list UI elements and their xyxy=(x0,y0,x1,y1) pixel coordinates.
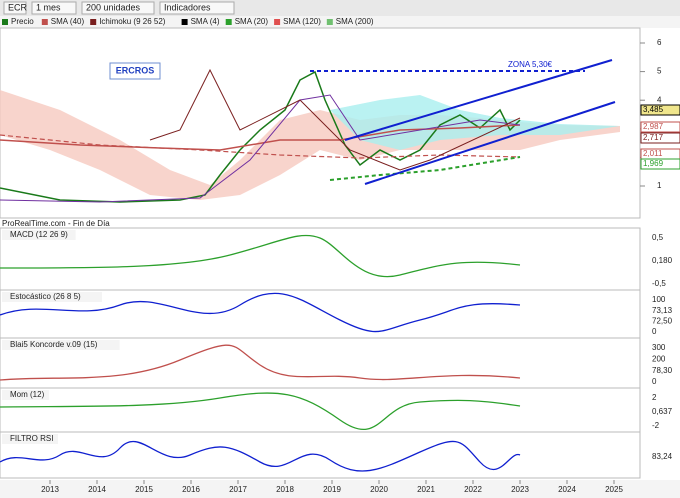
year-label: 2014 xyxy=(88,485,106,494)
panel-title: MACD (12 26 9) xyxy=(10,230,68,239)
channel-low xyxy=(364,101,616,185)
indicator-curve xyxy=(0,392,521,431)
toolbar-button[interactable] xyxy=(31,1,77,15)
legend-swatch xyxy=(2,19,8,25)
axis-label: 0,5 xyxy=(652,233,664,242)
axis-label: 300 xyxy=(652,343,666,352)
badge: ERCROS xyxy=(116,65,155,75)
sma-120 xyxy=(0,124,521,151)
legend-swatch xyxy=(225,19,232,25)
year-label: 2016 xyxy=(182,485,200,494)
indicator-panel xyxy=(0,289,641,339)
panel-title: FILTRO RSI xyxy=(10,434,53,443)
axis-label: 78,30 xyxy=(652,366,673,375)
axis-label: 0 xyxy=(652,327,657,336)
year-label: 2019 xyxy=(323,485,341,494)
indicator-curve xyxy=(0,234,521,278)
legend-swatch xyxy=(90,19,97,25)
price-tag xyxy=(640,132,680,144)
year-label: 2020 xyxy=(370,485,388,494)
axis-label: 83,24 xyxy=(652,452,673,461)
axis-label: 100 xyxy=(652,295,666,304)
indicator-panel xyxy=(0,387,641,433)
indicator-panel xyxy=(0,227,641,291)
support xyxy=(329,156,521,181)
zone-label: ZONA 5,30€ xyxy=(508,60,553,69)
toolbar-button[interactable] xyxy=(81,1,155,15)
panel-title: Estocástico (26 8 5) xyxy=(10,292,81,301)
legend-entry: SMA (200) xyxy=(336,17,374,26)
x-axis xyxy=(0,480,680,498)
year-label: 2024 xyxy=(558,485,576,494)
year-label: 2017 xyxy=(229,485,247,494)
legend-swatch xyxy=(41,19,48,25)
legend-swatch xyxy=(326,19,333,25)
price-tag-label: 2,717 xyxy=(643,133,664,142)
legend-entry: SMA (120) xyxy=(283,17,321,26)
panel-label-bg xyxy=(2,230,76,240)
badge-box xyxy=(109,62,161,80)
year-label: 2013 xyxy=(41,485,59,494)
cloud-green xyxy=(330,95,620,150)
price-tag xyxy=(640,121,680,133)
axis-label: 73,13 xyxy=(652,306,673,315)
axis-label: 1 xyxy=(657,181,662,190)
price-tag-label: 2,987 xyxy=(643,122,664,131)
axis-label: 0,180 xyxy=(652,256,673,265)
indicator-curve xyxy=(0,344,521,381)
axis-label: -2 xyxy=(652,421,660,430)
price-tag xyxy=(640,158,680,170)
sma-40 xyxy=(0,94,521,203)
legend-entry: Ichimoku (9 26 52) xyxy=(99,17,166,26)
axis-label: 5 xyxy=(657,67,662,76)
price-tag-label: 2,011 xyxy=(643,149,663,158)
year-label: 2022 xyxy=(464,485,482,494)
legend-entry: SMA (40) xyxy=(51,17,85,26)
axis-label: -0,5 xyxy=(652,279,666,288)
panel-title: Blai5 Koncorde v.09 (15) xyxy=(10,340,98,349)
price-tag-label: 1,969 xyxy=(643,159,664,168)
legend-swatch xyxy=(274,19,281,25)
panel-label-bg xyxy=(2,292,102,302)
panel-label-bg xyxy=(2,340,120,350)
axis-label: 72,50 xyxy=(652,316,673,325)
panel-title: Mom (12) xyxy=(10,390,45,399)
panel-label-bg xyxy=(2,434,58,444)
indicator-curve xyxy=(0,440,521,472)
year-label: 2021 xyxy=(417,485,435,494)
legend-entry: Precio xyxy=(11,17,34,26)
toolbar-button[interactable] xyxy=(159,1,235,15)
axis-label: 2 xyxy=(652,393,657,402)
legend-entry: SMA (20) xyxy=(235,17,269,26)
toolbar-label[interactable]: Indicadores xyxy=(164,2,211,12)
ichimoku-lag xyxy=(149,68,521,171)
price-tag-label: 3,485 xyxy=(643,105,664,114)
legend-entry: SMA (4) xyxy=(191,17,220,26)
year-label: 2023 xyxy=(511,485,529,494)
source: ProRealTime.com - Fin de Día xyxy=(2,219,110,228)
toolbar-button[interactable] xyxy=(3,1,27,15)
price-tag xyxy=(640,104,680,116)
axis-label: 0 xyxy=(652,377,657,386)
toolbar-label[interactable]: 200 unidades xyxy=(86,2,141,12)
legend-bar xyxy=(0,16,680,28)
year-label: 2018 xyxy=(276,485,294,494)
legend-swatch xyxy=(181,19,188,25)
axis-label: 0,637 xyxy=(652,407,673,416)
panel-label-bg xyxy=(2,390,50,400)
channel-high xyxy=(344,59,613,141)
price xyxy=(0,70,521,203)
axis-label: 200 xyxy=(652,354,666,363)
axis-label: 6 xyxy=(657,38,662,47)
indicator-curve xyxy=(0,292,521,333)
year-label: 2025 xyxy=(605,485,623,494)
year-label: 2015 xyxy=(135,485,153,494)
axis-label: 4 xyxy=(657,95,662,104)
toolbar-label[interactable]: ECR xyxy=(8,2,28,12)
toolbar-label[interactable]: 1 mes xyxy=(36,2,61,12)
